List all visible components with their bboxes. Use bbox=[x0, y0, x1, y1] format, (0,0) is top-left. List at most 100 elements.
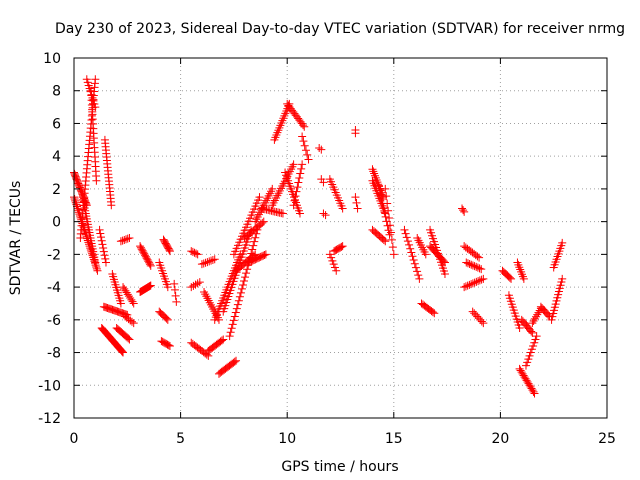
data-point bbox=[524, 379, 533, 388]
data-point bbox=[461, 282, 470, 291]
data-point bbox=[118, 236, 127, 245]
data-point bbox=[467, 260, 476, 269]
data-point bbox=[470, 278, 479, 287]
data-point bbox=[301, 146, 310, 155]
data-point bbox=[507, 274, 516, 283]
data-point bbox=[238, 280, 247, 289]
data-point bbox=[217, 336, 226, 345]
data-point bbox=[520, 373, 529, 382]
data-point bbox=[526, 382, 535, 391]
data-point bbox=[479, 319, 488, 328]
data-point bbox=[415, 274, 424, 283]
data-point bbox=[528, 386, 537, 395]
data-point bbox=[421, 250, 430, 259]
data-point bbox=[477, 275, 486, 284]
data-point bbox=[165, 247, 174, 256]
data-point bbox=[146, 281, 155, 290]
data-point bbox=[517, 368, 526, 377]
data-point bbox=[374, 180, 383, 189]
data-point bbox=[403, 237, 412, 246]
data-point bbox=[73, 204, 82, 213]
data-point bbox=[230, 312, 239, 321]
data-point bbox=[299, 121, 308, 130]
data-point bbox=[97, 233, 106, 242]
data-point bbox=[530, 314, 539, 323]
data-point bbox=[122, 235, 131, 244]
data-point bbox=[120, 235, 129, 244]
data-point bbox=[475, 253, 484, 262]
data-point bbox=[351, 193, 360, 202]
data-point bbox=[460, 207, 469, 216]
data-point bbox=[242, 269, 251, 278]
data-point bbox=[389, 250, 398, 259]
data-point bbox=[532, 332, 541, 341]
data-point bbox=[319, 178, 328, 187]
data-point bbox=[521, 361, 530, 370]
data-point bbox=[92, 262, 101, 271]
data-point bbox=[127, 317, 136, 326]
data-point bbox=[146, 261, 155, 270]
data-point bbox=[401, 229, 410, 238]
data-point bbox=[71, 198, 80, 207]
data-point bbox=[380, 208, 389, 217]
data-point bbox=[205, 298, 214, 307]
data-point bbox=[337, 242, 346, 251]
data-point bbox=[289, 201, 298, 210]
data-point bbox=[170, 285, 179, 294]
data-point bbox=[462, 258, 471, 267]
data-point bbox=[519, 274, 528, 283]
data-point bbox=[475, 276, 484, 285]
data-point bbox=[458, 204, 467, 213]
data-point bbox=[101, 254, 110, 263]
data-point bbox=[208, 302, 217, 311]
data-point bbox=[297, 164, 306, 173]
data-point bbox=[71, 196, 80, 205]
data-point bbox=[80, 227, 89, 236]
data-point bbox=[430, 309, 439, 318]
y-tick-label: 10 bbox=[43, 51, 61, 67]
data-point bbox=[240, 277, 249, 286]
y-tick-label: 0 bbox=[52, 215, 61, 231]
data-point bbox=[527, 345, 536, 354]
data-point bbox=[128, 297, 137, 306]
data-point bbox=[515, 364, 524, 373]
data-point bbox=[298, 132, 307, 141]
data-point bbox=[525, 351, 534, 360]
data-point bbox=[338, 204, 347, 213]
data-point bbox=[100, 251, 109, 260]
data-point bbox=[376, 190, 385, 199]
data-point bbox=[532, 312, 541, 321]
data-point bbox=[527, 327, 536, 336]
data-point bbox=[235, 292, 244, 301]
data-point bbox=[227, 324, 236, 333]
data-point bbox=[329, 260, 338, 269]
data-point bbox=[370, 171, 379, 180]
data-point bbox=[96, 229, 105, 238]
data-point bbox=[231, 308, 240, 317]
data-point bbox=[515, 324, 524, 332]
data-point bbox=[472, 262, 481, 271]
data-point bbox=[187, 283, 196, 292]
data-point bbox=[353, 204, 362, 213]
data-point bbox=[97, 236, 106, 245]
data-point bbox=[411, 263, 420, 272]
data-point bbox=[407, 248, 416, 257]
data-point bbox=[382, 192, 391, 201]
data-point bbox=[75, 210, 84, 219]
y-tick-label: -4 bbox=[47, 280, 61, 296]
data-point bbox=[300, 122, 309, 131]
data-point bbox=[228, 320, 237, 329]
data-point bbox=[207, 256, 216, 265]
data-point bbox=[202, 292, 211, 301]
data-point bbox=[208, 255, 217, 264]
data-point bbox=[528, 328, 537, 337]
data-point bbox=[533, 310, 542, 319]
data-point bbox=[204, 296, 213, 305]
data-point bbox=[229, 316, 238, 325]
data-point bbox=[468, 261, 477, 270]
grid-lines bbox=[74, 58, 607, 418]
data-point bbox=[164, 341, 173, 350]
data-point bbox=[465, 260, 474, 268]
data-point bbox=[295, 174, 304, 182]
data-point bbox=[440, 270, 449, 278]
